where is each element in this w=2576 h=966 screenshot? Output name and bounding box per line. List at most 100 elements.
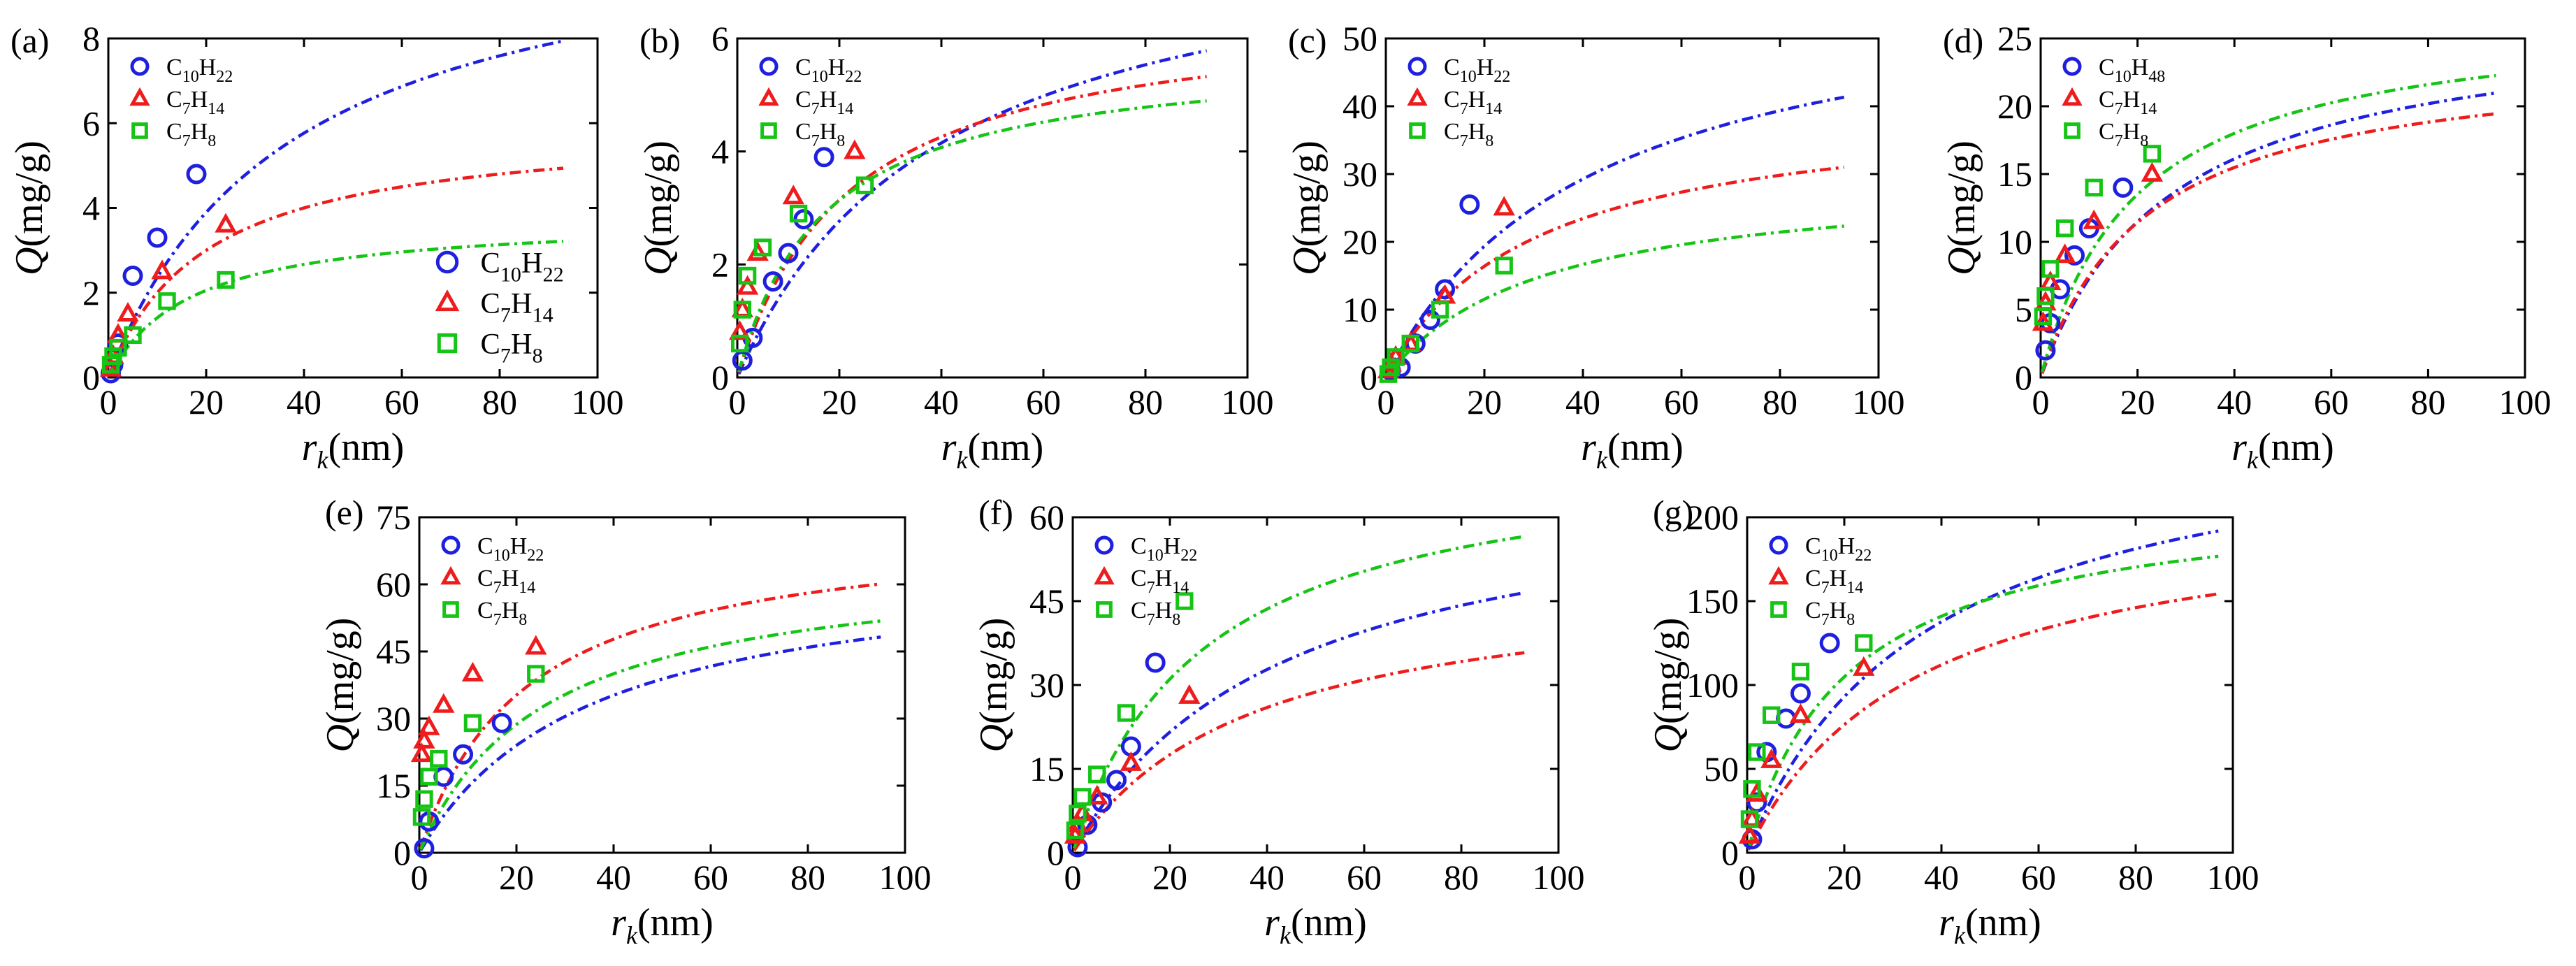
plot-frame [418,516,906,854]
panel-label: (f) [978,493,1013,532]
legend-entry-c10-marker [130,57,150,76]
x-tick-label: 80 [1128,382,1163,421]
data-point-c7h14 [525,635,547,655]
legend-entry-c7h14-label: C7H14 [1444,87,1502,118]
data-point-c7h8 [1855,634,1873,652]
legend-entry-c10-label: C10H22 [1444,55,1510,86]
data-point-c7h8 [1387,348,1405,366]
data-point-c7h8 [109,338,127,357]
fit-curve-c7h14 [1386,166,1844,376]
y-tick-label: 15 [1997,154,2032,194]
data-point-c7h14 [418,715,440,735]
data-point-c7h8 [2034,308,2053,326]
data-point-c7h8 [1740,810,1759,828]
plot-frame [736,37,1249,379]
legend-entry-c10-label: C10H22 [1805,533,1872,565]
data-point-c7h8 [1088,765,1106,784]
data-point-c7h8 [1073,788,1092,806]
legend-entry-c7h14-marker [1407,87,1428,106]
data-point-c7h14 [1789,703,1812,723]
legend2-entry-c7h8-marker [437,333,458,354]
data-point-c7h14 [215,212,237,233]
data-point-c7h14 [1086,784,1108,805]
legend-entry-c10-label: C10H22 [477,533,544,565]
data-point-c10 [1435,279,1456,300]
plot-frame [1384,37,1880,379]
y-tick-label: 5 [2015,290,2032,329]
plot-frame [2039,37,2526,379]
y-tick-label: 100 [1686,665,1739,705]
x-tick-label: 20 [2120,382,2155,421]
fit-curve-c7h8 [2040,73,2496,373]
y-tick-label: 150 [1686,582,1739,621]
y-tick-label: 30 [1343,154,1377,194]
legend-entry-c7h8-label: C7H8 [477,598,527,629]
data-point-c7h14 [2083,209,2105,229]
data-point-c10 [1106,770,1127,791]
y-tick-label: 4 [711,132,729,171]
y-tick-label: 75 [376,498,411,537]
legend-entry-c7h14-marker [1768,565,1789,585]
y-tick-label: 10 [1997,222,2032,261]
legend-entry-c10-label: C10H22 [166,55,233,86]
legend-entry-c7h8-marker [131,122,148,139]
legend-entry-c7h8-marker [760,122,777,139]
y-axis-title: Q(mg/g) [1647,618,1690,753]
data-point-c7h8 [158,292,176,310]
legend-entry-c7h14-label: C7H14 [1805,565,1863,597]
data-point-c7h8 [412,808,431,826]
x-tick-label: 60 [693,858,728,897]
data-point-c7h14 [410,742,433,763]
legend2-entry-c7h14-marker [435,289,460,312]
x-tick-label: 40 [596,858,631,897]
data-point-c7h8 [2085,178,2103,197]
y-tick-label: 60 [1029,498,1064,537]
x-axis-title: rk(nm) [2231,426,2334,474]
x-tick-label: 100 [879,858,932,897]
y-axis-title: Q(mg/g) [319,618,362,753]
fit-curve-c7h8 [1746,554,2219,849]
panel-d: (d) 0 20 40 60 80 100 0 5 10 15 20 25 rk(nm) Q(mg/g) C1… [1940,19,2552,474]
fit-curve-c10 [419,635,881,851]
legend-entry-c10-label: C10H22 [795,55,862,86]
legend-entry-c7h14-label: C7H14 [1131,565,1189,597]
data-point-c7h8 [124,326,142,345]
legend-entry-c10-marker [759,57,779,76]
data-point-c7h8 [738,266,757,285]
legend-entry-c10-marker [1408,57,1427,76]
fit-curve-c7h14 [2040,112,2496,374]
data-point-c10 [1145,652,1166,673]
x-axis-title: rk(nm) [1939,901,2041,949]
x-axis-title: rk(nm) [302,426,405,474]
fit-curve-c7h14 [737,75,1207,373]
x-axis-title: rk(nm) [611,901,714,949]
x-tick-label: 100 [2499,382,2552,421]
x-tick-label: 60 [2314,382,2349,421]
y-tick-label: 2 [82,273,100,312]
legend-entry-c7h14-marker [2062,87,2083,106]
data-point-c7h14 [433,693,455,713]
legend-entry-c7h8-label: C7H8 [1131,598,1180,629]
y-tick-label: 0 [711,358,729,397]
data-point-c7h14 [99,356,122,377]
data-point-c7h8 [2036,287,2055,305]
x-tick-label: 100 [1853,382,1905,421]
data-point-c7h8 [2041,260,2060,278]
data-point-c7h8 [430,749,448,768]
y-tick-label: 60 [376,565,411,604]
data-point-c10 [122,266,143,286]
legend-entry-c10-label: C10H48 [2099,55,2165,86]
legend-entry-c7h8-label: C7H8 [1444,119,1493,150]
legend-entry-c7h8-label: C7H8 [166,119,216,150]
legend-entry-c10-marker [1094,535,1114,555]
legend-entry-c10-marker [441,535,461,555]
data-point-c10 [453,744,474,765]
panel-a: (a)0 20 40 60 80 10002468rk(nm)Q(mg/g)C10H22C… [8,19,624,474]
x-tick-label: 100 [2207,858,2259,897]
x-tick-label: 20 [822,382,857,421]
data-point-c7h8 [1431,301,1449,319]
data-point-c7h14 [413,728,435,749]
data-point-c7h8 [217,271,235,289]
data-point-c10 [186,164,207,185]
